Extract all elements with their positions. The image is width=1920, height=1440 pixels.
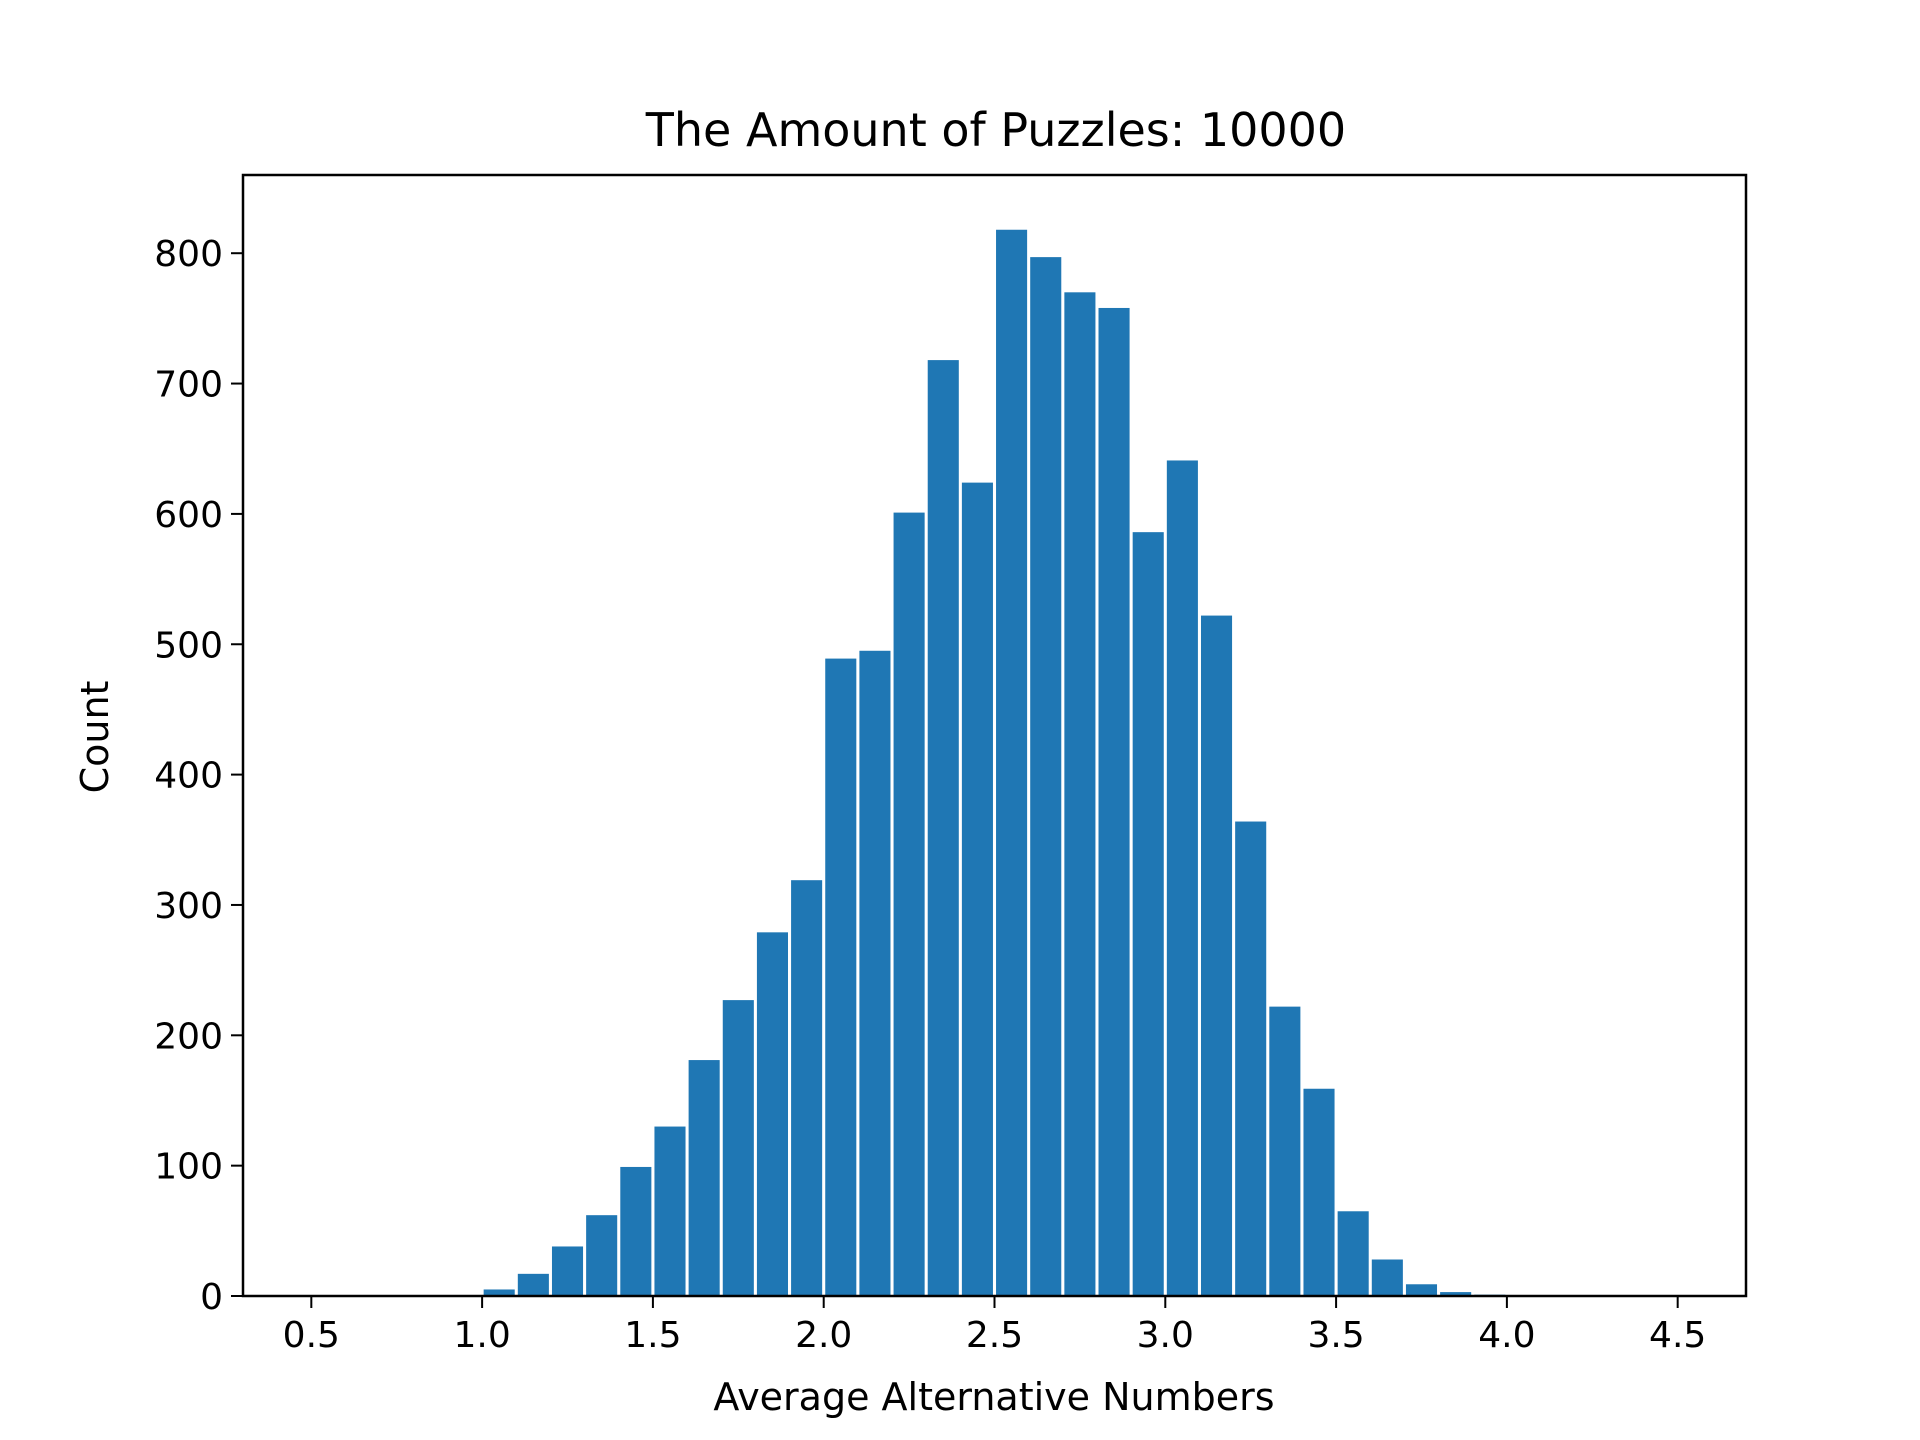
x-tick-label: 2.0 <box>795 1315 852 1356</box>
x-tick-label: 1.0 <box>453 1315 510 1356</box>
histogram-bar <box>1235 821 1267 1296</box>
histogram-bar <box>517 1273 549 1296</box>
x-axis-ticks: 0.5 1.0 1.5 2.0 2.5 3.0 3.5 4.0 4.5 <box>283 1296 1706 1356</box>
histogram-bar <box>620 1166 652 1296</box>
x-tick-label: 4.5 <box>1649 1315 1706 1356</box>
y-axis-ticks: 0 100 200 300 400 500 600 700 800 <box>154 234 243 1318</box>
histogram-bar <box>483 1289 515 1296</box>
chart-title: The Amount of Puzzles: 10000 <box>645 103 1346 157</box>
histogram-bar <box>893 512 925 1296</box>
histogram-bar <box>1440 1292 1472 1296</box>
histogram-bar <box>654 1126 686 1296</box>
histogram-bar <box>1200 615 1233 1296</box>
histogram-bar <box>961 482 993 1296</box>
histogram-bar <box>756 932 788 1296</box>
histogram-bar <box>688 1060 720 1296</box>
y-tick-label: 100 <box>154 1147 223 1188</box>
y-tick-label: 800 <box>154 234 223 275</box>
histogram-bar <box>825 658 857 1296</box>
y-tick-label: 600 <box>154 495 223 536</box>
histogram-bar <box>1166 460 1198 1297</box>
histogram-bar <box>1337 1211 1369 1296</box>
x-axis-label: Average Alternative Numbers <box>713 1375 1274 1419</box>
x-tick-label: 0.5 <box>283 1315 340 1356</box>
y-tick-label: 300 <box>154 886 223 927</box>
x-tick-label: 2.5 <box>966 1315 1023 1356</box>
histogram-bar <box>1303 1088 1335 1296</box>
histogram-bar <box>1132 532 1164 1296</box>
x-tick-label: 3.0 <box>1137 1315 1194 1356</box>
y-tick-label: 0 <box>200 1277 223 1318</box>
histogram-bar <box>722 1000 754 1296</box>
histogram-bar <box>1064 292 1096 1296</box>
bars-group <box>483 229 1506 1297</box>
histogram-bar <box>1371 1259 1403 1296</box>
x-tick-label: 1.5 <box>624 1315 681 1356</box>
y-tick-label: 700 <box>154 365 223 406</box>
histogram-bar <box>791 880 823 1296</box>
plot-area-frame <box>241 173 1748 1298</box>
histogram-bar <box>1030 257 1062 1296</box>
histogram-bar <box>859 650 891 1296</box>
x-tick-label: 3.5 <box>1307 1315 1364 1356</box>
histogram-bar <box>996 229 1028 1296</box>
histogram-bar <box>551 1246 584 1296</box>
histogram-bar <box>586 1215 618 1296</box>
y-tick-label: 200 <box>154 1016 223 1057</box>
y-tick-label: 400 <box>154 756 223 797</box>
histogram-bar <box>1269 1006 1301 1296</box>
histogram-bar <box>927 360 959 1297</box>
y-axis-label: Count <box>73 681 117 794</box>
histogram-bar <box>1098 307 1130 1297</box>
histogram-bar <box>1405 1284 1438 1296</box>
y-tick-label: 500 <box>154 625 223 666</box>
x-tick-label: 4.0 <box>1478 1315 1535 1356</box>
